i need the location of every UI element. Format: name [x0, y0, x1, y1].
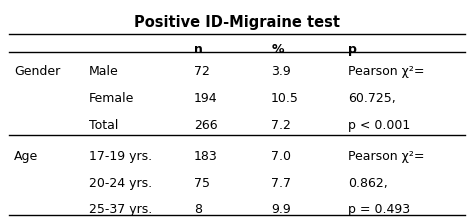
- Text: n: n: [194, 43, 203, 56]
- Text: 20-24 yrs.: 20-24 yrs.: [89, 177, 152, 190]
- Text: 7.0: 7.0: [271, 150, 291, 163]
- Text: 183: 183: [194, 150, 218, 163]
- Text: p < 0.001: p < 0.001: [348, 119, 411, 132]
- Text: p: p: [348, 43, 357, 56]
- Text: 75: 75: [194, 177, 210, 190]
- Text: 194: 194: [194, 92, 218, 105]
- Text: 7.7: 7.7: [271, 177, 291, 190]
- Text: %: %: [271, 43, 283, 56]
- Text: 266: 266: [194, 119, 218, 132]
- Text: 25-37 yrs.: 25-37 yrs.: [89, 203, 152, 216]
- Text: Female: Female: [89, 92, 135, 105]
- Text: 3.9: 3.9: [271, 65, 291, 78]
- Text: 0.862,: 0.862,: [348, 177, 388, 190]
- Text: 7.2: 7.2: [271, 119, 291, 132]
- Text: 9.9: 9.9: [271, 203, 291, 216]
- Text: Gender: Gender: [14, 65, 60, 78]
- Text: 60.725,: 60.725,: [348, 92, 396, 105]
- Text: 10.5: 10.5: [271, 92, 299, 105]
- Text: Total: Total: [89, 119, 118, 132]
- Text: Age: Age: [14, 150, 38, 163]
- Text: Pearson χ²=: Pearson χ²=: [348, 150, 425, 163]
- Text: 8: 8: [194, 203, 202, 216]
- Text: 17-19 yrs.: 17-19 yrs.: [89, 150, 152, 163]
- Text: Pearson χ²=: Pearson χ²=: [348, 65, 425, 78]
- Text: p = 0.493: p = 0.493: [348, 203, 410, 216]
- Text: Positive ID-Migraine test: Positive ID-Migraine test: [134, 15, 340, 30]
- Text: Male: Male: [89, 65, 119, 78]
- Text: 72: 72: [194, 65, 210, 78]
